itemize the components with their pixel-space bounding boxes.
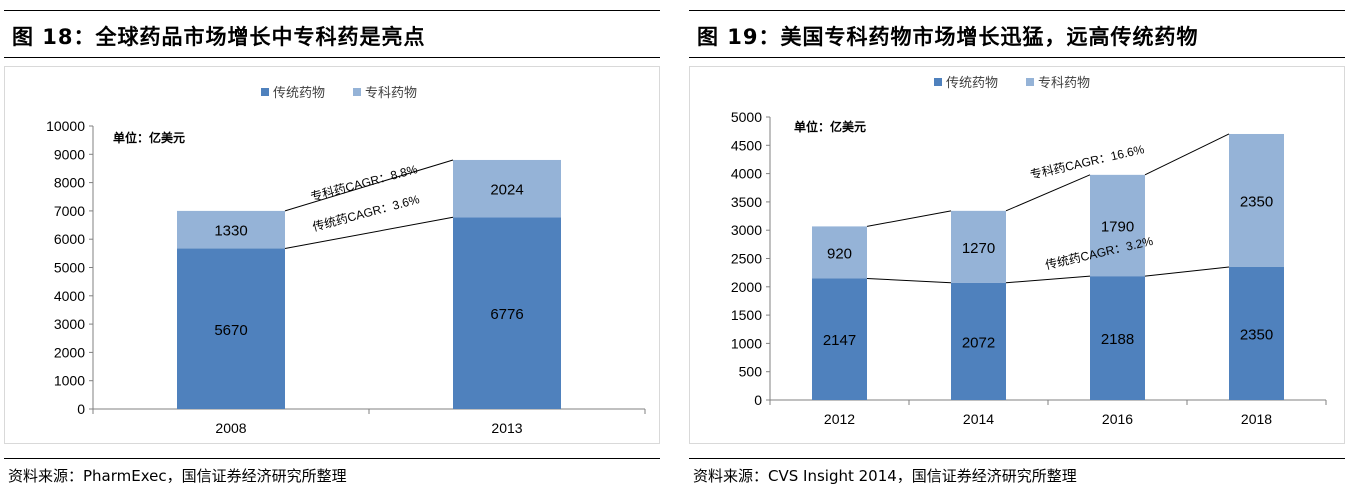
legend-label: 专科药物 (1038, 75, 1090, 90)
bar-2016-专科药物 (1090, 174, 1145, 277)
y-tick-label: 4500 (731, 137, 762, 153)
bar-2012-专科药物 (812, 226, 867, 279)
y-tick-label: 1500 (731, 307, 762, 323)
y-tick-label: 4000 (731, 166, 762, 182)
x-tick-label: 2018 (1241, 411, 1272, 427)
figure-19-header: 图 19：美国专科药物市场增长迅猛，远高传统药物 (689, 10, 1345, 58)
x-tick-label: 2013 (491, 420, 522, 436)
y-tick-label: 10000 (46, 118, 85, 134)
data-label: 920 (827, 245, 852, 262)
traditional-growth-line (1005, 275, 1091, 284)
figure-18-chart: 0 1000 2000 3000 4000 5000 6000 7000 8000 9000 100… (46, 85, 646, 436)
specialty-growth-line (1005, 174, 1091, 212)
figure-19-title: 图 19：美国专科药物市场增长迅猛，远高传统药物 (697, 25, 1199, 49)
data-label: 1790 (1101, 219, 1134, 236)
legend-label: 传统药物 (273, 85, 325, 100)
bar-2012-传统药物 (812, 278, 867, 400)
y-tick-label: 3000 (731, 222, 762, 238)
y-tick-label: 500 (739, 364, 763, 380)
data-label: 2188 (1101, 331, 1134, 348)
y-tick-label: 1000 (731, 335, 762, 351)
bar-2014-专科药物 (951, 210, 1006, 283)
y-tick-label: 3500 (731, 194, 762, 210)
bar-2013-传统药物 (453, 217, 561, 409)
data-label: 2350 (1240, 326, 1273, 343)
y-tick-label: 1000 (54, 373, 85, 389)
figure-18-panel: 图 18：全球药品市场增长中专科药是亮点 0 1000 2000 3000 4000 50… (4, 0, 668, 499)
legend-swatch (353, 88, 361, 96)
x-tick-label: 2016 (1102, 411, 1133, 427)
x-tick-label: 2008 (215, 420, 246, 436)
legend-label: 专科药物 (365, 85, 417, 100)
data-label: 1270 (962, 240, 995, 257)
y-tick-label: 7000 (54, 203, 85, 219)
data-label: 5670 (214, 322, 247, 339)
legend-label: 传统药物 (946, 75, 998, 90)
y-tick-label: 2500 (731, 251, 762, 267)
y-tick-label: 0 (77, 401, 85, 417)
y-tick-label: 4000 (54, 288, 85, 304)
specialty-growth-line (284, 159, 454, 212)
bar-2018-传统药物 (1229, 266, 1284, 400)
data-label: 2350 (1240, 193, 1273, 210)
figure-19-source: 资料来源：CVS Insight 2014，国信证券经济研究所整理 (693, 467, 1077, 485)
y-tick-label: 9000 (54, 146, 85, 162)
unit-label: 单位：亿美元 (794, 119, 866, 134)
specialty-growth-line (866, 210, 952, 227)
figure-18-source: 资料来源：PharmExec，国信证券经济研究所整理 (8, 467, 347, 485)
figure-18-footer: 资料来源：PharmExec，国信证券经济研究所整理 (4, 458, 660, 489)
traditional-growth-line (866, 277, 952, 284)
bar-2018-专科药物 (1229, 133, 1284, 267)
y-tick-label: 5000 (54, 260, 85, 276)
legend-swatch (934, 78, 942, 86)
bar-2014-传统药物 (951, 282, 1006, 400)
figure-18-title: 图 18：全球药品市场增长中专科药是亮点 (12, 25, 426, 49)
data-label: 1330 (214, 223, 247, 240)
figure-18-chart-area: 0 1000 2000 3000 4000 5000 6000 7000 8000 9000 100… (4, 66, 660, 444)
data-label: 2024 (490, 182, 523, 199)
bar-2008-专科药物 (177, 210, 285, 249)
x-tick-label: 2014 (963, 411, 994, 427)
y-tick-label: 3000 (54, 316, 85, 332)
figure-19-chart-area: 0 500 1000 1500 2000 2500 3000 3500 4000 4500 5000… (689, 66, 1345, 444)
y-tick-label: 6000 (54, 231, 85, 247)
figure-19-footer: 资料来源：CVS Insight 2014，国信证券经济研究所整理 (689, 458, 1345, 489)
specialty-growth-line (1144, 133, 1230, 176)
data-label: 6776 (490, 306, 523, 323)
unit-label: 单位：亿美元 (113, 130, 185, 145)
bar-2008-传统药物 (177, 248, 285, 409)
figure-19-panel: 图 19：美国专科药物市场增长迅猛，远高传统药物 0 500 1000 1500 200… (689, 0, 1353, 499)
y-tick-label: 5000 (731, 109, 762, 125)
y-tick-label: 8000 (54, 175, 85, 191)
traditional-growth-line (1144, 266, 1230, 277)
legend-swatch (261, 88, 269, 96)
y-tick-label: 2000 (731, 279, 762, 295)
bar-2016-传统药物 (1090, 276, 1145, 400)
data-label: 2072 (962, 334, 995, 351)
legend-swatch (1026, 78, 1034, 86)
traditional-growth-line (284, 216, 454, 250)
y-tick-label: 0 (754, 392, 762, 408)
data-label: 2147 (823, 332, 856, 349)
y-tick-label: 2000 (54, 344, 85, 360)
x-tick-label: 2012 (824, 411, 855, 427)
figure-19-chart: 0 500 1000 1500 2000 2500 3000 3500 4000 4500 5000… (731, 75, 1327, 427)
figure-18-header: 图 18：全球药品市场增长中专科药是亮点 (4, 10, 660, 58)
bar-2013-专科药物 (453, 159, 561, 218)
